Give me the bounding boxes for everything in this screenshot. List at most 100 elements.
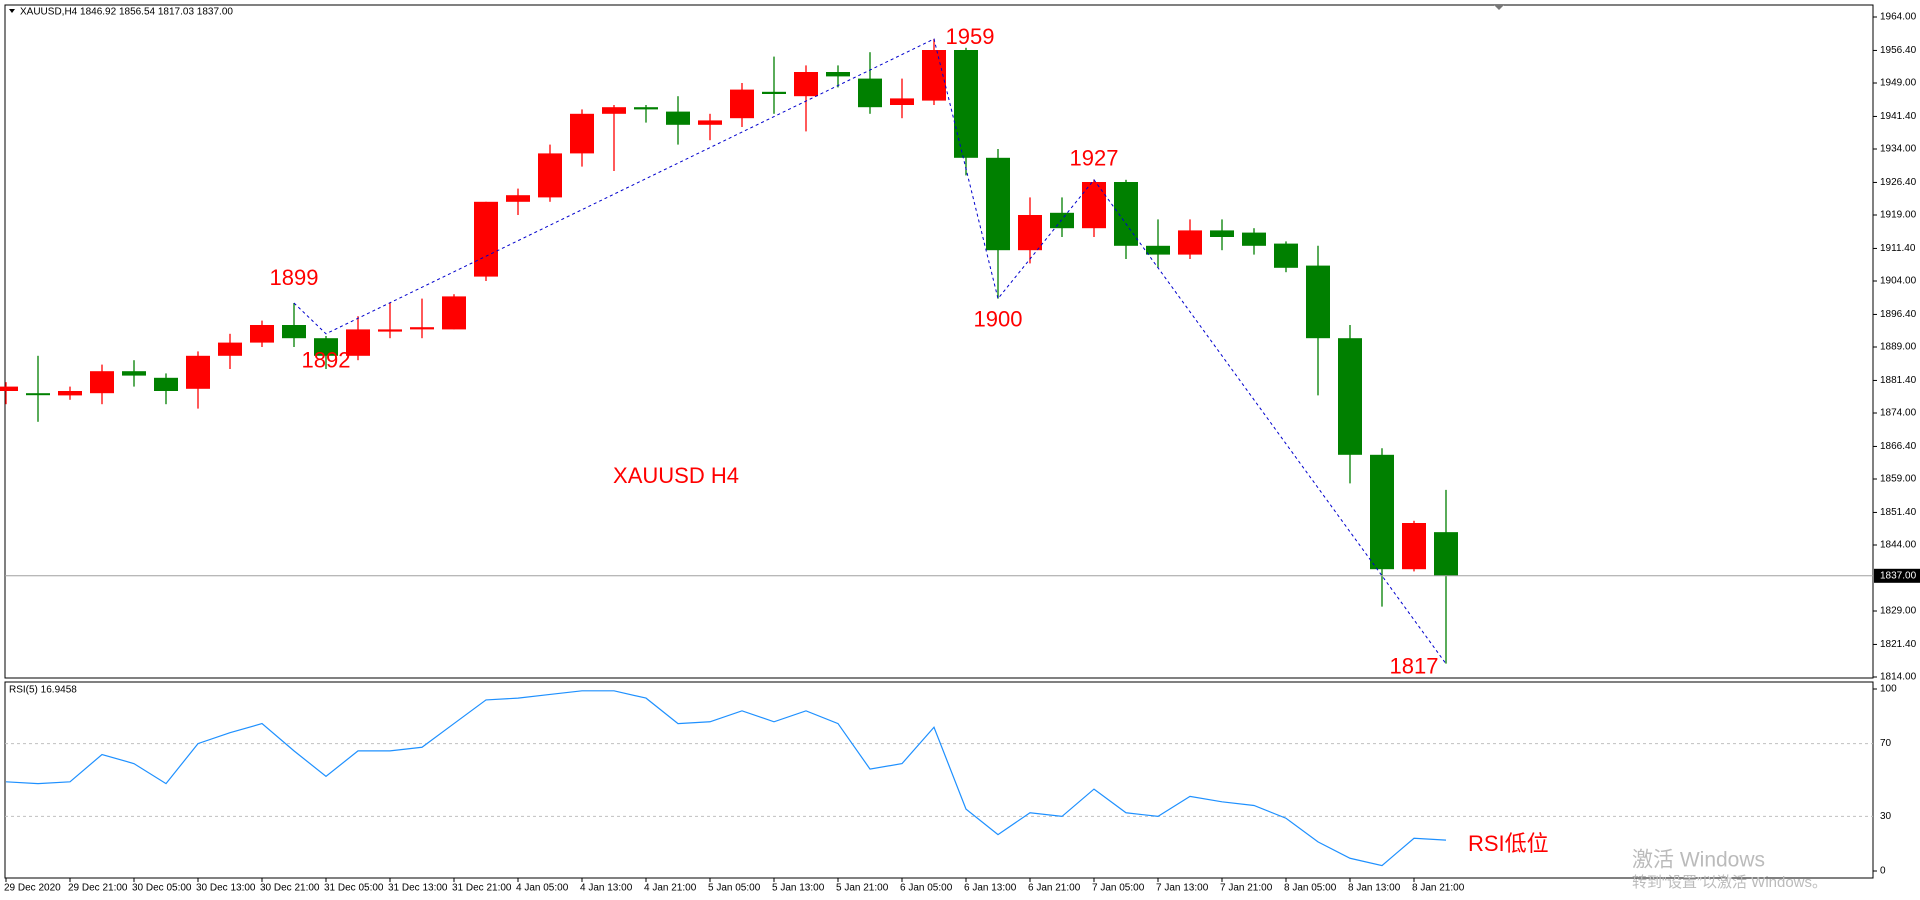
- y-tick-label: 1866.40: [1880, 441, 1917, 452]
- candle-body: [1274, 243, 1298, 268]
- x-tick-label: 8 Jan 21:00: [1412, 883, 1465, 894]
- y-tick-label: 1851.40: [1880, 507, 1917, 518]
- x-tick-label: 7 Jan 05:00: [1092, 883, 1145, 894]
- candle-body: [1018, 215, 1042, 251]
- candle-body: [186, 355, 210, 389]
- y-tick-label: 100: [1880, 684, 1897, 695]
- symbol-header: XAUUSD,H4 1846.92 1856.54 1817.03 1837.0…: [20, 7, 233, 18]
- y-tick-label: 1814.00: [1880, 672, 1917, 683]
- x-tick-label: 30 Dec 05:00: [132, 883, 192, 894]
- pivot-label: 1900: [974, 306, 1023, 331]
- candle-body: [602, 107, 626, 114]
- y-tick-label: 1904.00: [1880, 276, 1917, 287]
- chart-annotation: XAUUSD H4: [613, 463, 739, 488]
- pivot-label: 1899: [270, 265, 319, 290]
- x-tick-label: 6 Jan 13:00: [964, 883, 1017, 894]
- x-tick-label: 5 Jan 13:00: [772, 883, 825, 894]
- y-tick-label: 1859.00: [1880, 474, 1917, 485]
- menu-arrow: [9, 9, 15, 13]
- candle-body: [954, 50, 978, 158]
- candle-body: [762, 91, 786, 94]
- candle-body: [634, 107, 658, 110]
- pivot-label: 1959: [946, 24, 995, 49]
- candle-body: [570, 113, 594, 154]
- y-tick-label: 1934.00: [1880, 144, 1917, 155]
- candle-body: [826, 72, 850, 77]
- candle-body: [314, 338, 338, 356]
- x-tick-label: 4 Jan 13:00: [580, 883, 633, 894]
- y-tick-label: 1911.40: [1880, 243, 1916, 254]
- rsi-line: [5, 690, 1447, 867]
- candle-body: [90, 371, 114, 394]
- x-tick-label: 31 Dec 05:00: [324, 883, 384, 894]
- candle-body: [1210, 230, 1234, 237]
- candle-body: [794, 72, 818, 97]
- candle-body: [346, 329, 370, 356]
- candle-body: [474, 201, 498, 277]
- rsi-panel: [4, 681, 1874, 879]
- candle-body: [922, 50, 946, 101]
- y-tick-label: 1889.00: [1880, 342, 1917, 353]
- zigzag: [293, 38, 1447, 665]
- candle-body: [1242, 232, 1266, 246]
- x-tick-label: 30 Dec 21:00: [260, 883, 320, 894]
- candle-body: [730, 89, 754, 119]
- x-tick-label: 4 Jan 21:00: [644, 883, 697, 894]
- y-tick-label: 1949.00: [1880, 78, 1917, 89]
- candle-body: [698, 120, 722, 125]
- pivot-label: 1927: [1070, 146, 1119, 171]
- x-tick-label: 29 Dec 21:00: [68, 883, 128, 894]
- watermark: 激活 Windows: [1632, 849, 1765, 872]
- y-tick-label: 1956.40: [1880, 45, 1917, 56]
- candle-body: [250, 325, 274, 343]
- y-tick-label: 1964.00: [1880, 12, 1917, 23]
- y-tick-label: 0: [1880, 866, 1886, 877]
- y-tick-label: 70: [1880, 738, 1892, 749]
- x-tick-label: 6 Jan 21:00: [1028, 883, 1081, 894]
- candle-body: [442, 296, 466, 330]
- candle-body: [122, 371, 146, 376]
- candle-body: [666, 111, 690, 125]
- x-tick-label: 30 Dec 13:00: [196, 883, 256, 894]
- x-tick-label: 5 Jan 21:00: [836, 883, 889, 894]
- candle-body: [1146, 245, 1170, 255]
- candle-body: [506, 195, 530, 202]
- x-tick-label: 8 Jan 05:00: [1284, 883, 1337, 894]
- candle-body: [986, 157, 1010, 251]
- candle-body: [218, 342, 242, 356]
- candle-body: [1082, 182, 1106, 229]
- y-tick-label: 1896.40: [1880, 309, 1917, 320]
- y-tick-label: 1874.00: [1880, 408, 1917, 419]
- candle-body: [410, 327, 434, 330]
- candle-body: [1370, 454, 1394, 570]
- candle-body: [154, 377, 178, 391]
- candle-body: [26, 393, 50, 396]
- candle-body: [1306, 265, 1330, 339]
- candle-body: [1434, 532, 1458, 576]
- candle-body: [378, 329, 402, 332]
- x-tick-label: 4 Jan 05:00: [516, 883, 569, 894]
- candle-body: [1114, 182, 1138, 246]
- pivot-label: 1817: [1390, 654, 1439, 679]
- x-tick-label: 31 Dec 13:00: [388, 883, 448, 894]
- candle-body: [0, 386, 18, 391]
- candle-body: [58, 391, 82, 396]
- rsi-annotation: RSI低位: [1468, 831, 1549, 856]
- y-tick-label: 1881.40: [1880, 375, 1917, 386]
- y-tick-label: 1829.00: [1880, 606, 1917, 617]
- candle-body: [1178, 230, 1202, 255]
- y-tick-label: 1821.40: [1880, 639, 1917, 650]
- x-tick-label: 6 Jan 05:00: [900, 883, 953, 894]
- pivot-label: 1892: [302, 348, 351, 373]
- x-tick-label: 7 Jan 21:00: [1220, 883, 1273, 894]
- y-tick-label: 1844.00: [1880, 540, 1917, 551]
- last-price-box: [1874, 568, 1920, 583]
- candle-body: [538, 153, 562, 198]
- candle-body: [890, 98, 914, 105]
- x-tick-label: 5 Jan 05:00: [708, 883, 761, 894]
- x-tick-label: 7 Jan 13:00: [1156, 883, 1209, 894]
- x-tick-label: 31 Dec 21:00: [452, 883, 512, 894]
- watermark: 转到“设置”以激活 Windows。: [1632, 874, 1827, 891]
